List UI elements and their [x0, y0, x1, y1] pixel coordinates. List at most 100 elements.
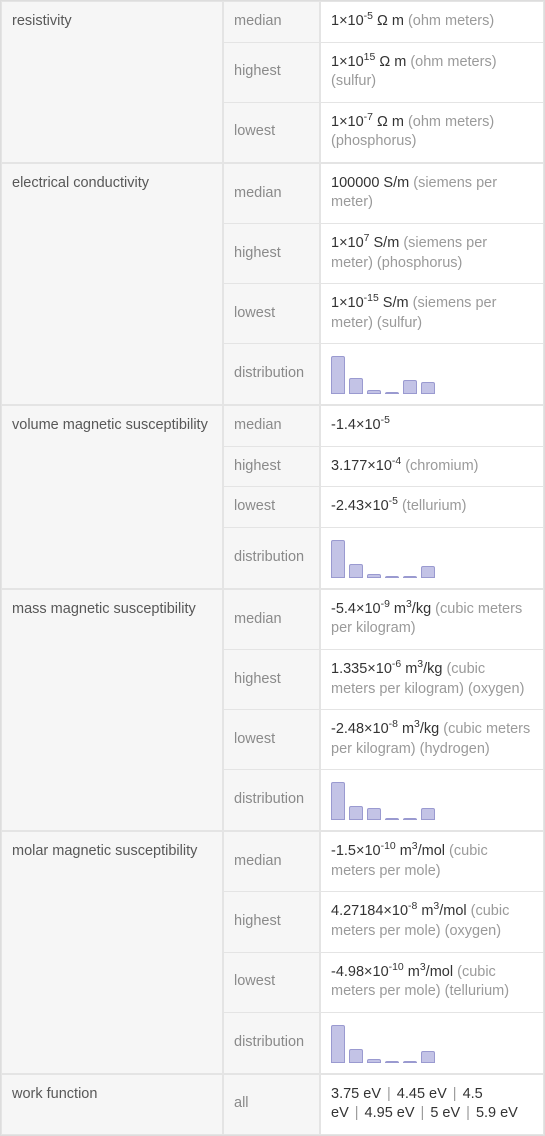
stat-row: median-1.5×10-10 m3/mol (cubic meters pe… [223, 831, 544, 892]
property-label: mass magnetic susceptibility [1, 589, 223, 831]
property-label: work function [1, 1074, 223, 1135]
stat-row: highest1.335×10-6 m3/kg (cubic meters pe… [223, 650, 544, 710]
value-number: 1×10-7 Ω m [331, 114, 404, 130]
stat-label: lowest [223, 284, 320, 344]
chart-bar [349, 564, 363, 578]
distribution-chart [331, 538, 435, 578]
chart-bar [331, 782, 345, 820]
stat-row: distribution [223, 1013, 544, 1074]
chart-bar [403, 380, 417, 394]
stat-label: highest [223, 224, 320, 284]
value-item: 5.9 eV [476, 1105, 518, 1121]
stat-label: median [223, 163, 320, 224]
stat-value: 1.335×10-6 m3/kg (cubic meters per kilog… [320, 650, 544, 710]
value-number: -5.4×10-9 m3/kg [331, 601, 431, 617]
value-wrap: -1.5×10-10 m3/mol (cubic meters per mole… [331, 842, 533, 881]
chart-bar [385, 818, 399, 820]
stat-row: highest1×107 S/m (siemens per meter) (ph… [223, 224, 544, 284]
stat-label: distribution [223, 770, 320, 831]
property-group: work functionall3.75 eV|4.45 eV|4.5 eV|4… [1, 1074, 544, 1135]
value-number: 1×107 S/m [331, 235, 399, 251]
chart-bar [421, 1051, 435, 1063]
value-number: -2.43×10-5 [331, 498, 398, 514]
stat-value: -1.4×10-5 [320, 405, 544, 447]
stat-label: lowest [223, 487, 320, 528]
stat-label: distribution [223, 528, 320, 589]
value-wrap: 1.335×10-6 m3/kg (cubic meters per kilog… [331, 660, 533, 699]
chart-bar [403, 576, 417, 578]
stat-value: 1×1015 Ω m (ohm meters) (sulfur) [320, 43, 544, 103]
property-rows: median100000 S/m (siemens per meter)high… [223, 163, 544, 405]
chart-bar [421, 566, 435, 578]
value-number: -2.48×10-8 m3/kg [331, 721, 439, 737]
value-item: 5 eV [430, 1105, 460, 1121]
chart-bar [367, 1059, 381, 1063]
value-number: 1×1015 Ω m [331, 54, 406, 70]
stat-value: 4.27184×10-8 m3/mol (cubic meters per mo… [320, 892, 544, 952]
distribution-chart [331, 1023, 435, 1063]
value-wrap: 3.177×10-4 (chromium) [331, 457, 479, 477]
stat-row: distribution [223, 528, 544, 589]
stat-label: median [223, 1, 320, 43]
value-list: 3.75 eV|4.45 eV|4.5 eV|4.95 eV|5 eV|5.9 … [331, 1085, 533, 1124]
chart-bar [331, 356, 345, 394]
stat-value [320, 528, 544, 589]
property-label: resistivity [1, 1, 223, 163]
value-wrap: 1×10-5 Ω m (ohm meters) [331, 12, 494, 32]
value-number: 3.177×10-4 [331, 458, 401, 474]
property-group: molar magnetic susceptibilitymedian-1.5×… [1, 831, 544, 1073]
property-label: molar magnetic susceptibility [1, 831, 223, 1073]
properties-table: resistivitymedian1×10-5 Ω m (ohm meters)… [0, 0, 545, 1136]
stat-row: highest4.27184×10-8 m3/mol (cubic meters… [223, 892, 544, 952]
stat-label: distribution [223, 1013, 320, 1074]
stat-value: -1.5×10-10 m3/mol (cubic meters per mole… [320, 831, 544, 892]
value-item: 4.45 eV [397, 1086, 447, 1102]
chart-bar [403, 818, 417, 820]
value-wrap: -2.43×10-5 (tellurium) [331, 497, 466, 517]
stat-value: 3.177×10-4 (chromium) [320, 447, 544, 488]
value-wrap: 1×1015 Ω m (ohm meters) (sulfur) [331, 53, 533, 92]
value-wrap: -5.4×10-9 m3/kg (cubic meters per kilogr… [331, 600, 533, 639]
value-item: 4.95 eV [365, 1105, 415, 1121]
value-number: 4.27184×10-8 m3/mol [331, 903, 467, 919]
stat-value: -2.43×10-5 (tellurium) [320, 487, 544, 528]
property-group: mass magnetic susceptibilitymedian -5.4×1… [1, 589, 544, 831]
stat-label: lowest [223, 103, 320, 163]
value-wrap: 1×10-7 Ω m (ohm meters) (phosphorus) [331, 113, 533, 152]
chart-bar [367, 390, 381, 394]
list-separator: | [421, 1105, 425, 1121]
chart-bar [331, 1025, 345, 1063]
value-number: -1.4×10-5 [331, 417, 390, 433]
stat-label: all [223, 1074, 320, 1135]
stat-value: 1×10-15 S/m (siemens per meter) (sulfur) [320, 284, 544, 344]
value-wrap: -1.4×10-5 [331, 416, 390, 436]
stat-value: -5.4×10-9 m3/kg (cubic meters per kilogr… [320, 589, 544, 650]
list-separator: | [355, 1105, 359, 1121]
stat-row: lowest 1×10-7 Ω m (ohm meters) (phosphoru… [223, 103, 544, 163]
value-wrap: 1×10-15 S/m (siemens per meter) (sulfur) [331, 294, 533, 333]
property-group: resistivitymedian 1×10-5 Ω m (ohm meters)… [1, 1, 544, 163]
value-number: 1.335×10-6 m3/kg [331, 661, 442, 677]
property-rows: all3.75 eV|4.45 eV|4.5 eV|4.95 eV|5 eV|5… [223, 1074, 544, 1135]
chart-bar [349, 378, 363, 394]
list-separator: | [466, 1105, 470, 1121]
stat-row: median 1×10-5 Ω m (ohm meters) [223, 1, 544, 43]
property-group: volume magnetic susceptibilitymedian-1.4… [1, 405, 544, 589]
stat-value [320, 770, 544, 831]
stat-label: median [223, 589, 320, 650]
property-rows: median 1×10-5 Ω m (ohm meters) highest1×10… [223, 1, 544, 163]
chart-bar [421, 808, 435, 820]
chart-bar [367, 808, 381, 820]
stat-row: lowest -2.48×10-8 m3/kg (cubic meters per… [223, 710, 544, 770]
value-wrap: -2.48×10-8 m3/kg (cubic meters per kilog… [331, 720, 533, 759]
stat-label: median [223, 405, 320, 447]
stat-row: lowest 1×10-15 S/m (siemens per meter) (s… [223, 284, 544, 344]
stat-value: -4.98×10-10 m3/mol (cubic meters per mol… [320, 953, 544, 1013]
stat-label: lowest [223, 953, 320, 1013]
stat-row: median100000 S/m (siemens per meter) [223, 163, 544, 224]
stat-row: highest1×1015 Ω m (ohm meters) (sulfur) [223, 43, 544, 103]
value-wrap: 4.27184×10-8 m3/mol (cubic meters per mo… [331, 902, 533, 941]
value-item: 3.75 eV [331, 1086, 381, 1102]
stat-label: lowest [223, 710, 320, 770]
chart-bar [331, 540, 345, 578]
